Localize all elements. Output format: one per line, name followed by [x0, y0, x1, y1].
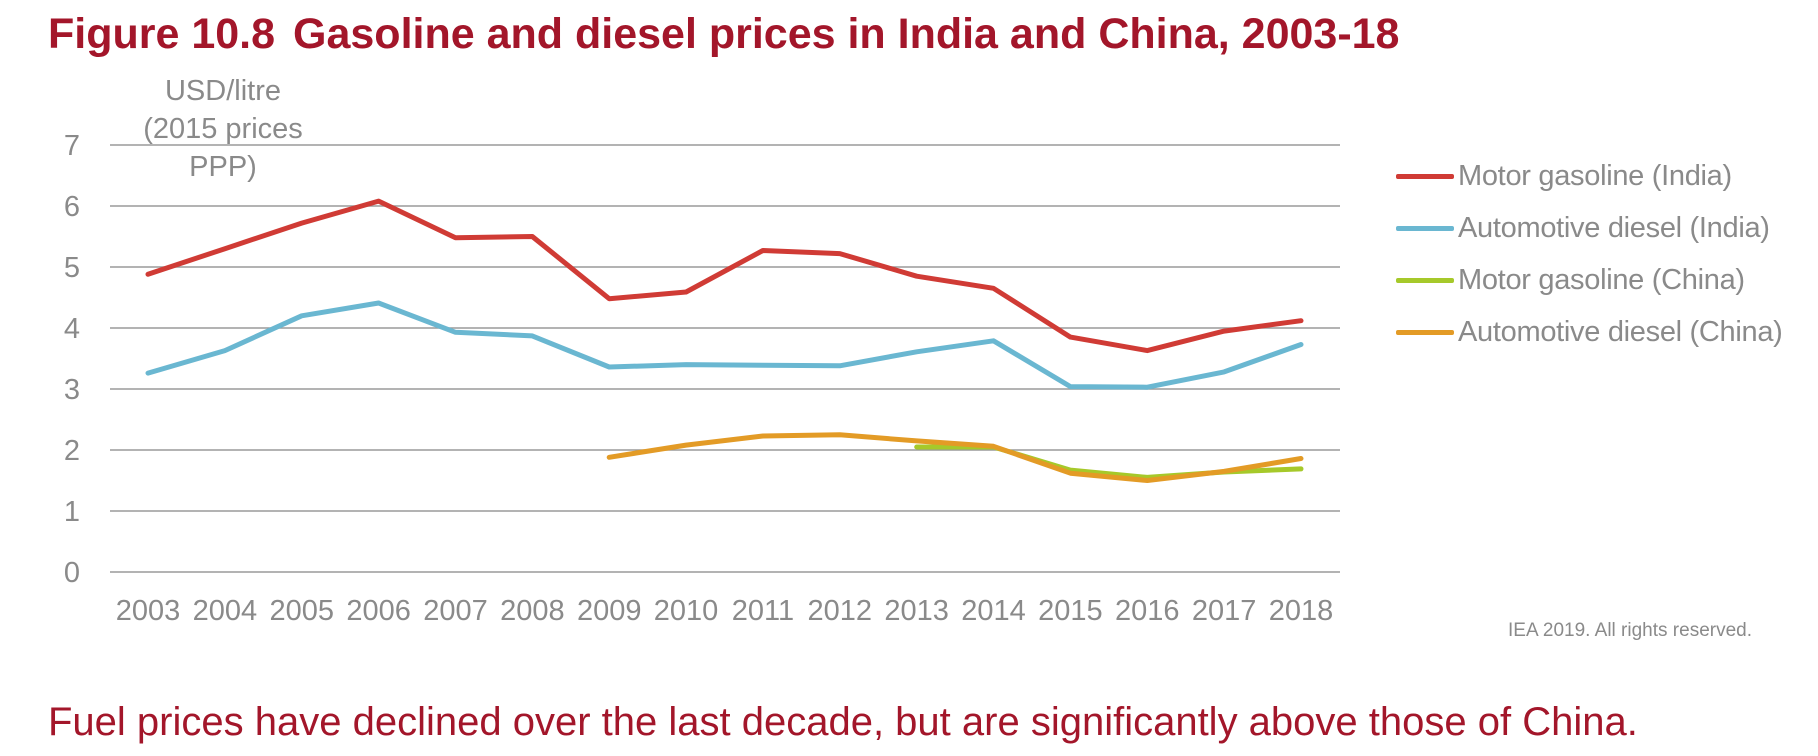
x-tick-label: 2018 — [1269, 595, 1334, 627]
legend-item: Motor gasoline (India) — [1396, 150, 1783, 202]
legend-item: Motor gasoline (China) — [1396, 254, 1783, 306]
x-tick-label: 2017 — [1192, 595, 1257, 627]
legend-swatch — [1396, 225, 1454, 231]
x-tick-label: 2003 — [116, 595, 181, 627]
x-tick-label: 2015 — [1038, 595, 1103, 627]
legend-label: Automotive diesel (China) — [1458, 315, 1783, 348]
y-tick-label: 4 — [64, 313, 80, 345]
x-tick-label: 2006 — [346, 595, 411, 627]
copyright-note: IEA 2019. All rights reserved. — [1508, 620, 1752, 641]
legend-swatch — [1396, 173, 1454, 179]
series-line-automotive-diesel-china — [606, 432, 1304, 483]
y-axis-unit-label: USD/litre (2015 prices PPP) — [108, 72, 338, 186]
y-tick-label: 6 — [64, 191, 80, 223]
legend-label: Automotive diesel (India) — [1458, 211, 1770, 244]
legend-label: Motor gasoline (India) — [1458, 159, 1732, 192]
legend-item: Automotive diesel (China) — [1396, 306, 1783, 358]
x-tick-label: 2012 — [808, 595, 873, 627]
y-tick-label: 7 — [64, 130, 80, 162]
x-tick-label: 2005 — [269, 595, 334, 627]
x-tick-label: 2013 — [884, 595, 949, 627]
x-tick-label: 2014 — [961, 595, 1026, 627]
y-tick-label: 0 — [64, 557, 80, 589]
x-tick-label: 2008 — [500, 595, 565, 627]
legend-swatch — [1396, 277, 1454, 283]
chart-legend: Motor gasoline (India) Automotive diesel … — [1396, 150, 1783, 358]
series-line-motor-gasoline-india — [145, 198, 1304, 354]
figure-caption: Fuel prices have declined over the last … — [48, 700, 1638, 744]
series-line-motor-gasoline-china — [914, 444, 1304, 480]
legend-swatch — [1396, 329, 1454, 335]
legend-label: Motor gasoline (China) — [1458, 263, 1745, 296]
line-chart: 0 1 2 3 4 5 6 7 2003 2004 2005 2006 2007 2008 2009 2010… — [64, 130, 1340, 627]
legend-item: Automotive diesel (India) — [1396, 202, 1783, 254]
y-tick-label: 2 — [64, 435, 80, 467]
x-tick-label: 2004 — [193, 595, 258, 627]
series-line-automotive-diesel-india — [145, 300, 1304, 390]
figure-number: Figure 10.8 — [48, 10, 276, 58]
figure-title: Figure 10.8 Gasoline and diesel prices in… — [48, 10, 1399, 59]
y-tick-label: 3 — [64, 374, 80, 406]
x-tick-label: 2011 — [732, 595, 794, 627]
x-tick-label: 2007 — [423, 595, 488, 627]
y-axis-unit-line-2: (2015 prices PPP) — [143, 113, 303, 183]
x-tick-label: 2016 — [1115, 595, 1180, 627]
y-axis-unit-line-1: USD/litre — [164, 75, 281, 107]
y-tick-label: 5 — [64, 252, 80, 284]
x-tick-label: 2010 — [654, 595, 719, 627]
chart-title: Gasoline and diesel prices in India and … — [293, 10, 1400, 58]
y-tick-label: 1 — [64, 496, 80, 528]
x-tick-label: 2009 — [577, 595, 642, 627]
